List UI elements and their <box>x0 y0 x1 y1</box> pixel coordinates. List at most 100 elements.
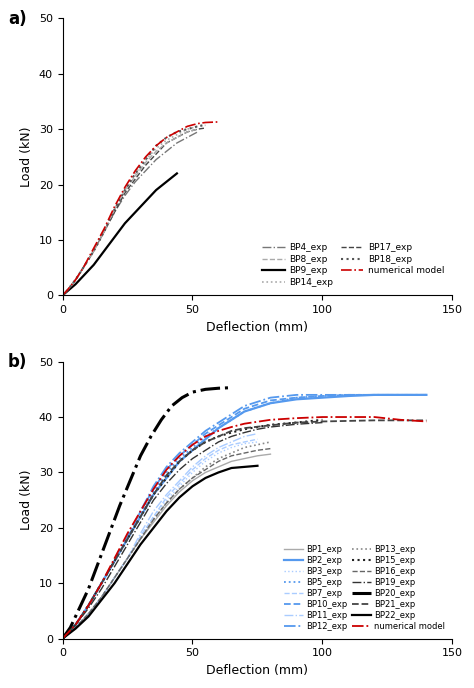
BP13_exp <box>73 623 78 632</box>
BP4_exp <box>112 208 118 216</box>
BP17_exp <box>65 286 71 294</box>
BP2_exp <box>203 435 209 443</box>
BP21_exp <box>112 557 118 565</box>
BP21_exp <box>86 601 91 610</box>
BP8_exp <box>143 158 148 166</box>
Line: BP20_exp: BP20_exp <box>63 387 231 638</box>
BP18_exp <box>203 120 209 129</box>
BP8_exp <box>195 125 201 133</box>
numerical model <box>195 120 201 128</box>
Line: BP1_exp: BP1_exp <box>63 454 271 638</box>
Line: numerical model: numerical model <box>63 122 219 295</box>
BP7_exp <box>216 446 221 454</box>
BP1_exp <box>203 469 209 477</box>
BP19_exp <box>255 425 260 433</box>
numerical model <box>228 423 234 431</box>
BP12_exp <box>203 427 209 435</box>
numerical model <box>177 452 182 460</box>
BP9_exp <box>101 247 107 255</box>
BP9_exp <box>60 291 65 299</box>
BP2_exp <box>242 407 247 416</box>
BP18_exp <box>91 247 97 255</box>
BP18_exp <box>65 286 71 294</box>
BP22_exp <box>125 560 130 568</box>
BP16_exp <box>268 444 273 453</box>
BP7_exp <box>60 634 65 643</box>
BP7_exp <box>99 593 104 601</box>
BP4_exp <box>132 178 138 186</box>
BP15_exp <box>319 416 325 424</box>
BP17_exp <box>73 276 78 284</box>
Line: BP2_exp: BP2_exp <box>63 395 427 638</box>
BP3_exp <box>242 440 247 448</box>
BP18_exp <box>153 142 159 150</box>
BP4_exp <box>101 228 107 236</box>
BP15_exp <box>177 458 182 466</box>
BP11_exp <box>164 491 169 499</box>
Line: BP14_exp: BP14_exp <box>63 125 206 295</box>
BP5_exp <box>164 469 169 477</box>
BP2_exp <box>190 446 195 454</box>
BP19_exp <box>190 455 195 463</box>
BP17_exp <box>81 264 86 272</box>
numerical model <box>398 416 403 424</box>
numerical model <box>153 142 159 150</box>
BP10_exp <box>164 466 169 474</box>
BP2_exp <box>99 579 104 588</box>
BP18_exp <box>164 133 169 142</box>
Line: BP4_exp: BP4_exp <box>63 132 198 295</box>
BP11_exp <box>137 529 143 537</box>
BP4_exp <box>91 247 97 255</box>
BP11_exp <box>99 593 104 601</box>
BP20_exp <box>148 432 154 440</box>
BP21_exp <box>137 513 143 521</box>
BP13_exp <box>190 474 195 482</box>
BP18_exp <box>60 291 65 299</box>
BP22_exp <box>242 463 247 471</box>
BP13_exp <box>60 634 65 643</box>
BP12_exp <box>319 391 325 399</box>
numerical model <box>203 118 209 127</box>
BP12_exp <box>190 438 195 446</box>
BP1_exp <box>99 593 104 601</box>
BP21_exp <box>99 579 104 588</box>
BP3_exp <box>190 469 195 477</box>
BP20_exp <box>158 416 164 424</box>
BP12_exp <box>293 391 299 399</box>
BP20_exp <box>117 502 123 510</box>
BP14_exp <box>60 291 65 299</box>
BP9_exp <box>73 280 78 288</box>
BP2_exp <box>86 601 91 610</box>
BP13_exp <box>255 440 260 449</box>
BP3_exp <box>164 496 169 504</box>
BP10_exp <box>424 391 429 399</box>
BP14_exp <box>73 276 78 284</box>
BP21_exp <box>177 458 182 466</box>
BP18_exp <box>73 276 78 284</box>
BP17_exp <box>112 208 118 216</box>
BP10_exp <box>346 391 351 399</box>
BP14_exp <box>132 169 138 178</box>
BP1_exp <box>60 634 65 643</box>
BP8_exp <box>164 139 169 147</box>
BP12_exp <box>73 621 78 629</box>
BP19_exp <box>164 480 169 488</box>
BP16_exp <box>177 485 182 493</box>
BP7_exp <box>151 513 156 521</box>
BP18_exp <box>184 125 190 133</box>
BP13_exp <box>86 610 91 618</box>
BP20_exp <box>75 607 81 615</box>
BP11_exp <box>125 554 130 562</box>
BP5_exp <box>99 579 104 588</box>
BP22_exp <box>164 507 169 515</box>
BP21_exp <box>372 416 377 424</box>
BP20_exp <box>137 452 143 460</box>
BP15_exp <box>228 429 234 437</box>
BP5_exp <box>190 443 195 451</box>
Line: BP8_exp: BP8_exp <box>63 129 198 295</box>
BP17_exp <box>174 133 180 142</box>
Line: BP16_exp: BP16_exp <box>63 449 271 638</box>
BP2_exp <box>346 392 351 400</box>
Line: BP13_exp: BP13_exp <box>63 442 271 638</box>
BP5_exp <box>177 455 182 463</box>
